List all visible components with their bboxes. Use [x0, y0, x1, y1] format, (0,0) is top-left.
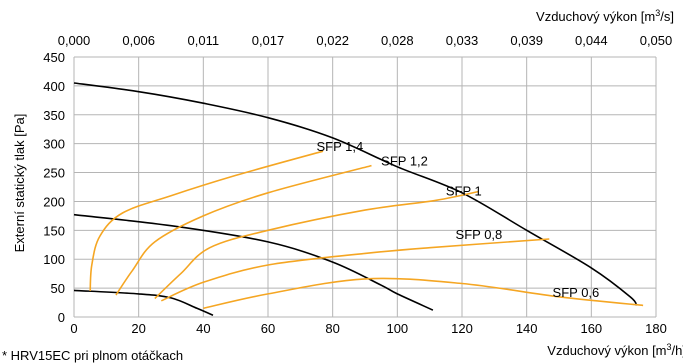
y-axis-title: Externí statický tlak [Pa]: [12, 114, 27, 253]
sfp-annotation-label: SFP 0,6: [553, 285, 600, 300]
x-tick-label: 20: [131, 321, 145, 336]
x-tick-label: 40: [196, 321, 210, 336]
x2-tick-label: 0,050: [640, 33, 673, 48]
x2-tick-label: 0,022: [316, 33, 349, 48]
x2-tick-label: 0,039: [510, 33, 543, 48]
x-tick-label: 60: [261, 321, 275, 336]
y-tick-label: 350: [43, 108, 65, 123]
y-tick-label: 450: [43, 50, 65, 65]
x2-tick-label: 0,017: [252, 33, 285, 48]
x2-axis-title: Vzduchový výkon [m3/s]: [536, 8, 674, 24]
fan-curve-line: [73, 82, 638, 306]
x2-tick-label: 0,006: [122, 33, 155, 48]
sfp-curve-line: [115, 164, 372, 296]
sfp-curve-line: [154, 190, 479, 300]
x2-tick-label: 0,000: [58, 33, 91, 48]
fan-curve-line: [73, 289, 214, 317]
sfp-labels: SFP 1,4 SFP 1,2 SFP 1 SFP 0,8 SFP 0,6: [317, 139, 600, 300]
y-tick-label: 100: [43, 252, 65, 267]
x2-tick-label: 0,044: [575, 33, 608, 48]
footnote: * HRV15EC pri plnom otáčkach: [2, 348, 184, 363]
y-tick-label: 300: [43, 137, 65, 152]
sfp-curve-line: [160, 238, 550, 302]
sfp-annotation-label: SFP 1,4: [317, 139, 364, 154]
y-tick-label: 150: [43, 223, 65, 238]
sfp-curve-line: [89, 150, 324, 292]
x-tick-label: 140: [516, 321, 538, 336]
x-tick-label: 0: [70, 321, 77, 336]
x-tick-label: 100: [386, 321, 408, 336]
x-axis-title: Vzduchový výkon [m3/h]: [547, 342, 683, 358]
x-ticks: 0 20 40 60 80 100 120 140 160 180: [70, 321, 666, 336]
x2-ticks: 0,000 0,006 0,011 0,017 0,022 0,028 0,033 0,039…: [58, 33, 673, 48]
x-tick-label: 160: [580, 321, 602, 336]
sfp-annotation-label: SFP 1,2: [381, 154, 428, 169]
y-tick-label: 0: [58, 310, 65, 325]
x-tick-label: 120: [451, 321, 473, 336]
y-tick-label: 250: [43, 166, 65, 181]
y-ticks: 0 50 100 150 200 250 300 350 400 450: [43, 50, 65, 325]
x2-tick-label: 0,011: [188, 33, 220, 48]
fan-curve-line: [73, 213, 434, 311]
y-tick-label: 400: [43, 79, 65, 94]
x2-tick-label: 0,033: [446, 33, 479, 48]
sfp-annotation-label: SFP 0,8: [456, 227, 503, 242]
y-tick-label: 200: [43, 194, 65, 209]
x-tick-label: 80: [325, 321, 339, 336]
y-tick-label: 50: [51, 281, 65, 296]
x2-tick-label: 0,028: [381, 33, 414, 48]
x-tick-label: 180: [645, 321, 667, 336]
sfp-annotation-label: SFP 1: [446, 184, 482, 199]
sfp-curves: [89, 150, 644, 310]
grid: [73, 56, 657, 318]
sfp-curve-line: [203, 277, 644, 310]
